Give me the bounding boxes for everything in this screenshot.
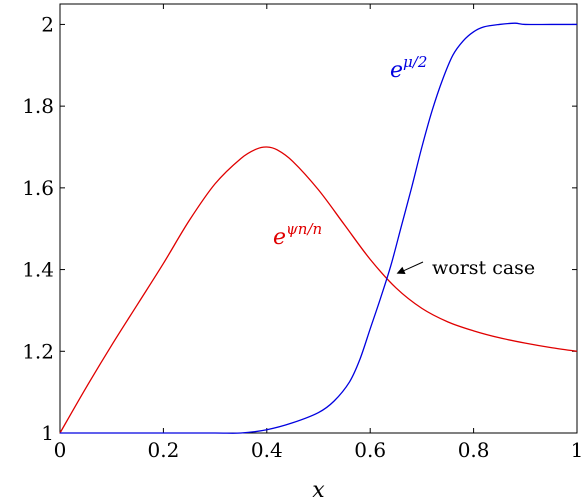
x-tick-label: 1 — [571, 438, 581, 462]
series-group — [59, 22, 578, 434]
series-labels-group: eψn/n eμ/2 — [273, 53, 427, 250]
y-tick-label: 1 — [41, 421, 54, 445]
series-line-red — [59, 146, 578, 434]
x-tick-label: 0.4 — [251, 438, 283, 462]
annotation-arrow-line — [401, 261, 424, 273]
x-tick-label: 0 — [54, 438, 67, 462]
annotation-group: worst case — [396, 257, 535, 279]
series-label-blue: eμ/2 — [390, 53, 427, 83]
series-label-red: eψn/n — [273, 220, 322, 250]
tick-labels-group: 0 0.2 0.4 0.6 0.8 1 1 1.2 1.4 1.6 1.8 2 — [22, 12, 581, 462]
series-line-blue — [59, 22, 577, 434]
ticks-group — [59, 4, 578, 434]
annotation-arrow-head — [396, 266, 406, 274]
x-tick-label: 0.6 — [354, 438, 386, 462]
x-tick-label: 0.2 — [147, 438, 179, 462]
annotation-label: worst case — [432, 257, 535, 279]
x-axis-label: x — [312, 478, 325, 503]
y-tick-label: 1.2 — [22, 339, 54, 363]
plot-frame — [59, 3, 578, 434]
y-tick-label: 1.8 — [22, 94, 54, 118]
y-tick-label: 1.6 — [22, 176, 54, 200]
y-tick-label: 1.4 — [22, 258, 54, 282]
x-tick-label: 0.8 — [458, 438, 490, 462]
y-tick-label: 2 — [41, 12, 54, 36]
